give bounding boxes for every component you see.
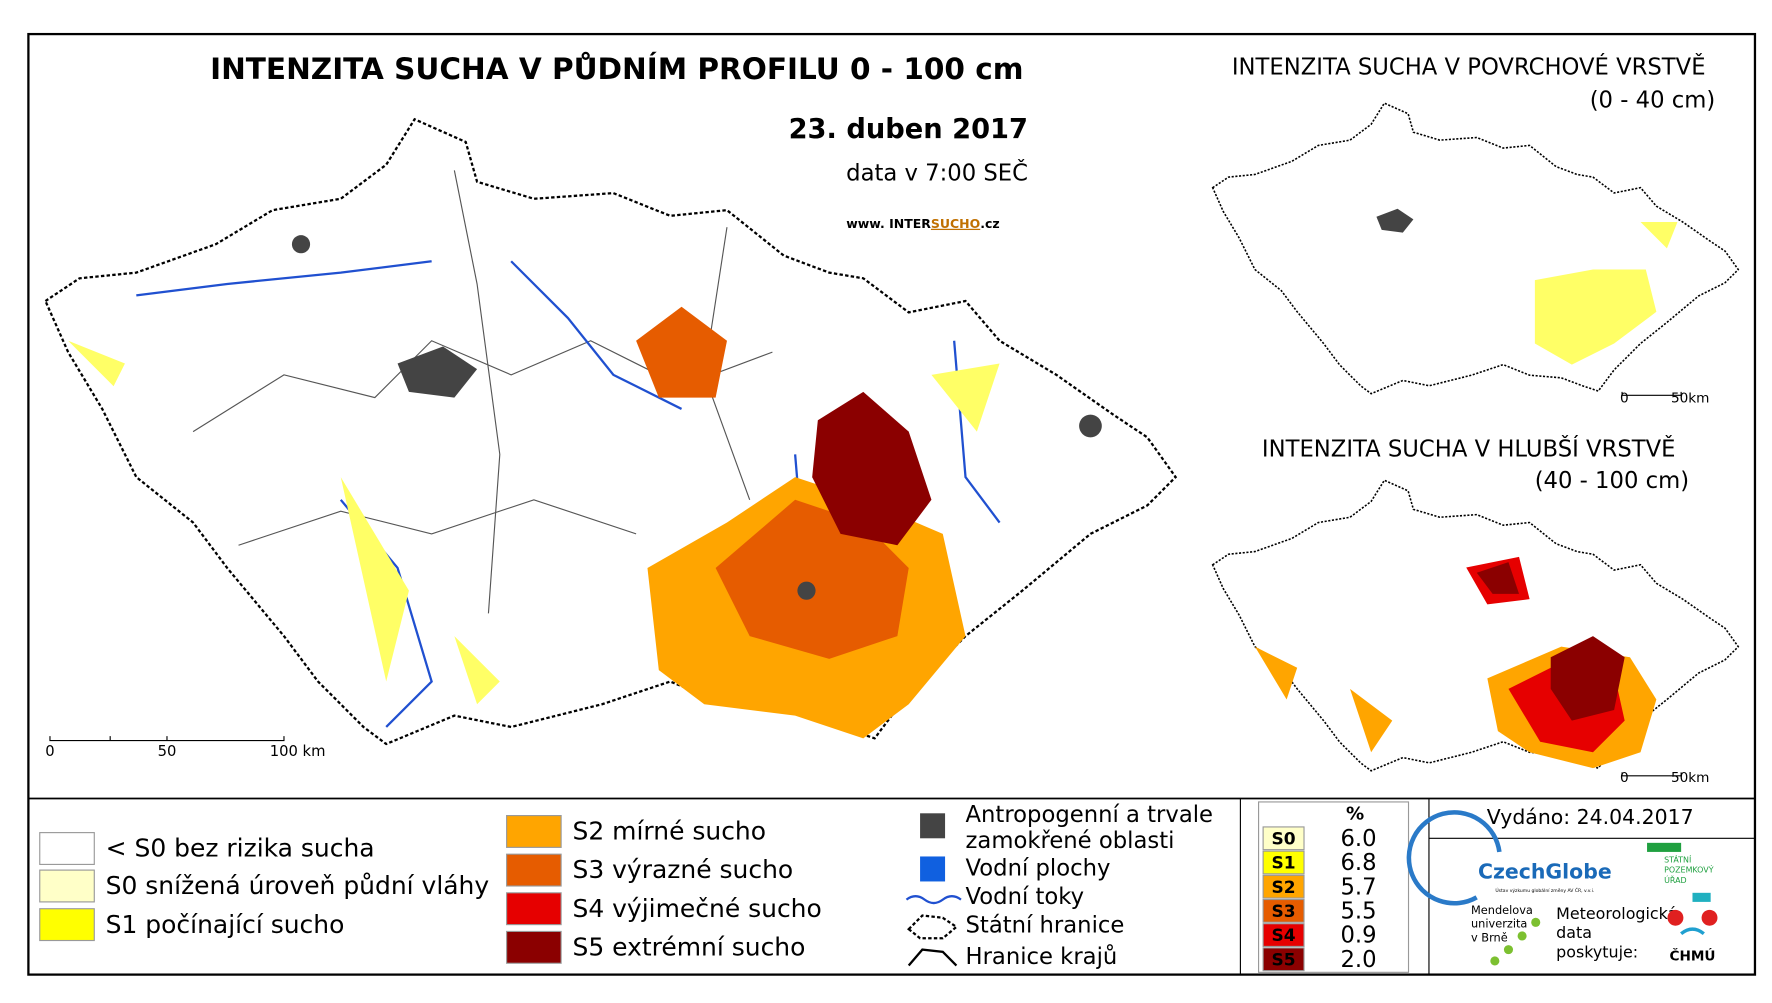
stats-value: 2.0 (1340, 947, 1376, 973)
inset-title: INTENZITA SUCHA V HLUBŠÍ VRSTVĚ (1262, 434, 1676, 462)
website-suffix: .cz (980, 215, 999, 230)
spu-logo: ÚŘAD (1664, 874, 1687, 885)
stats-value: 6.8 (1340, 850, 1376, 876)
meteo-label: data (1556, 923, 1592, 942)
date: 23. duben 2017 (789, 114, 1028, 145)
stats-class-cell (1262, 874, 1305, 899)
stats-class-cell (1262, 923, 1305, 947)
stats-table: % S0 6.0 S1 6.8 S2 5.7 S3 5.5 S4 0.9 S5 2.0 (1239, 798, 1410, 975)
legend: < S0 bez rizika sucha S0 snížená úroveň p… (39, 815, 822, 964)
mendelu-logo: v Brně (1471, 930, 1508, 944)
legend-label: < S0 bez rizika sucha (106, 834, 375, 863)
legend-swatch (506, 815, 562, 848)
legend-swatch (39, 832, 95, 865)
inset-scale-label: 50km (1671, 391, 1710, 407)
website-highlight: SUCHO (931, 215, 980, 230)
czechglobe-logo: CzechGlobe (1478, 859, 1612, 883)
inset-scale-label: 50km (1671, 770, 1710, 786)
mendelu-logo: Mendelova (1471, 903, 1533, 917)
legend-swatch (39, 908, 95, 942)
inset-scale-bars (1621, 391, 1682, 777)
legend-swatch (39, 869, 95, 903)
stats-value: 6.0 (1340, 826, 1376, 852)
main-scale-bar (49, 736, 285, 742)
meteo-label: Meteorologická (1556, 904, 1677, 923)
legend-label: S1 počínající sucho (106, 910, 345, 939)
mendelu-logo: univerzita (1471, 917, 1527, 931)
inset-scale-label: 0 (1620, 770, 1629, 786)
inset-subtitle: (40 - 100 cm) (1535, 468, 1689, 494)
website: www. INTERSUCHO.cz (846, 215, 999, 230)
symbol-label: Státní hranice (966, 912, 1125, 938)
czechglobe-sub: Ústav výzkumu globální změny AV ČR, v.v.… (1495, 887, 1594, 894)
inset-deep-map (1211, 479, 1740, 772)
website-prefix: www. INTER (846, 215, 931, 230)
stats-value: 0.9 (1340, 923, 1376, 949)
stats-class-cell (1262, 826, 1305, 851)
spu-logo: POZEMKOVÝ (1664, 864, 1714, 875)
legend-label: S3 výrazné sucho (572, 855, 793, 884)
scale-label: 0 (45, 743, 54, 760)
inset-title: INTENZITA SUCHA V POVRCHOVÉ VRSTVĚ (1232, 53, 1706, 81)
inset-scale-label: 0 (1620, 391, 1629, 407)
inset-surface-map (1211, 102, 1740, 395)
stats-class: S2 (1272, 878, 1296, 898)
stats-value: 5.7 (1340, 874, 1376, 900)
chmu-logo: ČHMÚ (1669, 946, 1715, 964)
stats-class: S5 (1272, 950, 1296, 970)
main-map (44, 118, 1177, 746)
symbol-label: Hranice krajů (966, 943, 1118, 970)
stats-class: S3 (1272, 902, 1296, 922)
stats-class-cell (1262, 947, 1305, 972)
legend-swatch (506, 930, 562, 964)
stats-class-cell (1262, 850, 1305, 875)
stats-class-cell (1262, 898, 1305, 923)
stats-class: S1 (1272, 854, 1296, 874)
meteo-label: poskytuje: (1556, 943, 1638, 962)
legend-label: S0 snížená úroveň půdní vláhy (106, 871, 490, 900)
inset-subtitle: (0 - 40 cm) (1590, 88, 1716, 114)
legend-label: S2 mírné sucho (572, 817, 766, 846)
symbol-label: zamokřené oblasti (966, 828, 1175, 854)
spu-logo: STÁTNÍ (1664, 853, 1692, 864)
stats-header: % (1346, 803, 1364, 824)
main-title: INTENZITA SUCHA V PŮDNÍM PROFILU 0 - 100… (210, 50, 1023, 86)
scale-label: 100 km (270, 743, 326, 760)
symbol-label: Vodní plochy (966, 855, 1111, 881)
time: data v 7:00 SEČ (846, 158, 1028, 186)
scale-label: 50 (158, 743, 177, 760)
legend-swatch (506, 853, 562, 887)
legend-swatch (506, 892, 562, 926)
symbol-label: Antropogenní a trvale (966, 802, 1214, 828)
issued: Vydáno: 24.04.2017 (1487, 805, 1694, 829)
legend-label: S4 výjimečné sucho (572, 894, 821, 923)
symbol-icons (905, 813, 962, 967)
stats-value: 5.5 (1340, 899, 1376, 925)
legend-label: S5 extrémní sucho (572, 932, 805, 961)
symbol-label: Vodní toky (966, 884, 1085, 910)
stats-class: S4 (1272, 926, 1296, 946)
stats-class: S0 (1272, 829, 1296, 849)
